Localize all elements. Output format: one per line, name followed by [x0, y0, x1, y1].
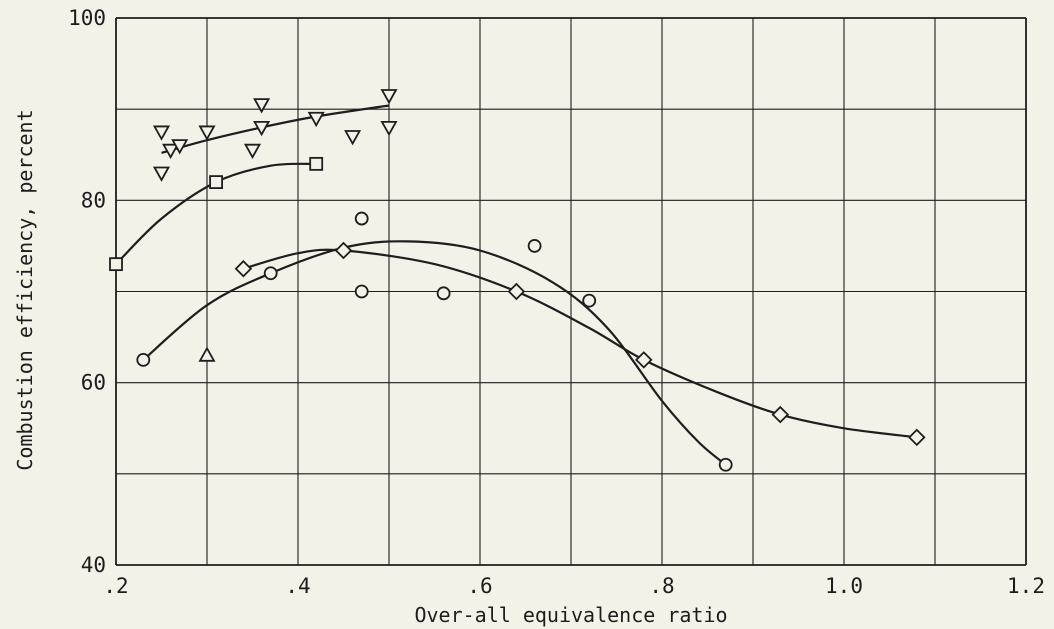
- diamond-marker: [635, 351, 653, 369]
- diamond-marker: [334, 241, 353, 260]
- triangle-down-marker: [380, 121, 398, 137]
- triangle-down-marker: [253, 98, 271, 114]
- fit-curve-diamond: [243, 248, 917, 439]
- data-markers: [109, 89, 926, 472]
- triangle-down-marker: [171, 139, 189, 155]
- x-tick-label: 1.0: [825, 574, 863, 598]
- x-tick-label: .6: [467, 574, 492, 598]
- x-tick-label: .2: [103, 574, 128, 598]
- fit-curve-triangle-down: [161, 104, 390, 154]
- fit-curve-circle: [142, 240, 727, 466]
- x-tick-label: .8: [649, 574, 674, 598]
- diamond-marker: [908, 428, 926, 447]
- diamond-marker: [234, 259, 253, 278]
- y-tick-label: 80: [81, 188, 106, 212]
- circle-marker: [263, 266, 278, 281]
- square-marker: [209, 175, 224, 190]
- square-marker: [109, 257, 123, 272]
- triangle-down-marker: [162, 143, 180, 160]
- y-tick-label: 40: [81, 553, 106, 577]
- circle-marker: [354, 211, 369, 226]
- triangle-down-marker: [307, 111, 325, 128]
- y-axis-label: Combustion efficiency, percent: [13, 109, 37, 470]
- tick-labels: .2 .4 .6 .8 1.0 1.2 40 60 80 100: [68, 6, 1045, 598]
- triangle-down-marker: [380, 89, 398, 105]
- triangle-down-marker: [243, 143, 262, 160]
- triangle-down-marker: [253, 121, 271, 137]
- circle-marker: [582, 293, 597, 308]
- circle-marker: [354, 284, 369, 299]
- diamond-marker: [507, 282, 526, 301]
- circle-marker: [136, 352, 151, 367]
- circle-marker: [527, 239, 542, 253]
- x-axis-label: Over-all equivalence ratio: [414, 603, 727, 627]
- triangle-down-marker: [152, 125, 171, 141]
- square-marker: [309, 156, 324, 171]
- y-tick-label: 60: [81, 371, 106, 395]
- grid-lines: [115, 17, 1027, 566]
- x-tick-label: .4: [285, 574, 310, 598]
- y-tick-label: 100: [68, 6, 106, 30]
- triangle-down-marker: [198, 125, 216, 141]
- circle-marker: [718, 457, 733, 472]
- triangle-up-marker: [198, 346, 216, 362]
- circle-marker: [436, 286, 451, 301]
- diamond-marker: [771, 405, 790, 424]
- triangle-down-marker: [152, 166, 171, 182]
- triangle-down-marker: [344, 130, 362, 146]
- x-tick-label: 1.2: [1007, 574, 1045, 598]
